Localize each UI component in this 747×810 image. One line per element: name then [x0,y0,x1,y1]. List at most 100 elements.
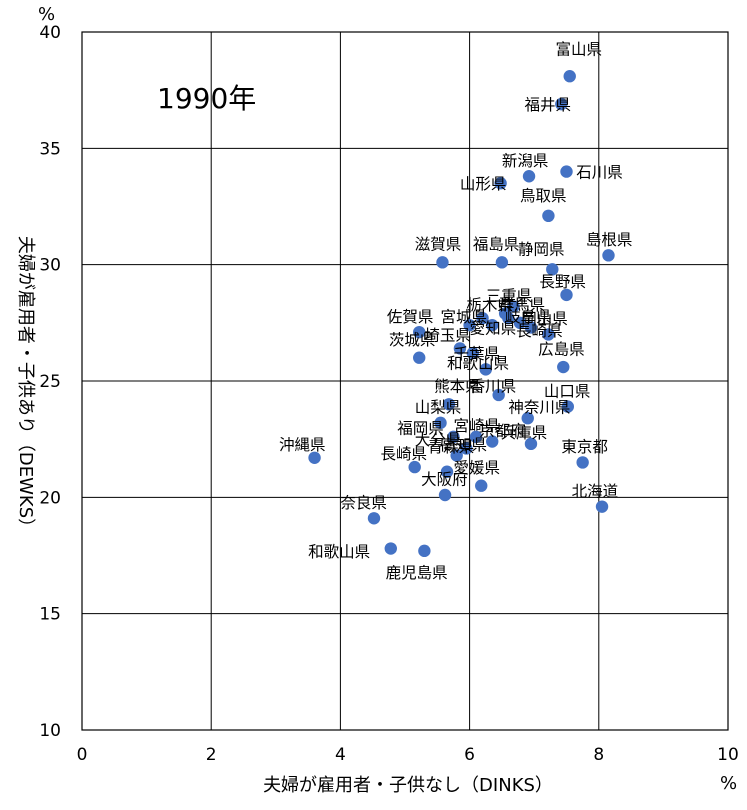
point-label: 愛知県 [470,319,517,337]
point-label: 沖縄県 [279,436,326,454]
data-point [442,398,456,411]
data-point [492,388,505,402]
data-point [436,256,449,269]
x-tick-label: 2 [206,745,217,765]
data-point [463,318,476,332]
data-point [560,288,573,302]
data-point [466,346,480,360]
data-point [555,97,568,111]
data-point [542,328,555,341]
y-axis-unit: % [38,4,55,25]
data-point [453,342,467,355]
point-label: 山口県 [544,382,591,400]
data-point [563,70,576,83]
point-label: 新潟県 [502,152,549,170]
y-tick-label: 30 [39,256,61,276]
data-point [576,456,589,469]
point-label: 青森県 [428,438,475,456]
point-label: 山梨県 [415,399,462,417]
x-tick-label: 8 [593,745,604,765]
x-tick-label: 10 [717,745,739,765]
y-tick-label: 35 [39,139,61,159]
data-point [413,325,426,339]
point-label: 高知県 [441,436,488,454]
data-point [418,544,431,558]
point-label: 埼玉県 [424,326,471,344]
y-tick-label: 15 [39,605,61,625]
data-point [595,500,609,513]
plot-frame [81,31,729,731]
data-point [475,479,488,492]
point-label: 茨城県 [389,331,436,349]
data-point [413,351,426,364]
data-point [502,311,515,325]
point-label: 北海道 [572,482,619,500]
point-label: 静岡県 [518,240,565,258]
data-point [495,256,509,269]
point-label: 岐阜県 [505,308,552,326]
data-point [522,170,536,183]
x-tick-label: 6 [464,745,475,765]
point-label: 東京都 [561,438,608,456]
point-label: 長崎県 [380,445,427,463]
data-point [507,300,520,313]
grid-lines [82,32,728,730]
data-point [486,318,499,332]
data-point [434,416,447,430]
y-tick-label: 20 [39,488,61,508]
y-tick-label: 25 [39,372,61,392]
data-point [602,249,615,262]
point-label: 熊本県 [434,378,481,396]
data-point [513,316,527,330]
data-point [546,263,559,276]
data-point [460,442,473,455]
data-point [524,437,538,451]
data-point [479,363,492,376]
point-label: 山形県 [460,175,507,193]
point-label: 岡山県 [521,310,568,328]
data-points [308,70,615,558]
point-label: 鳥取県 [520,187,567,205]
point-label: 福井県 [525,96,572,114]
data-point [308,451,321,464]
point-label: 神奈川県 [508,399,570,417]
point-label: 長崎県 [516,322,563,340]
data-point [438,488,452,502]
point-label: 千葉県 [453,345,500,363]
data-point [494,177,507,190]
point-label: 長野県 [539,273,586,291]
point-label: 大分県 [415,431,462,449]
point-label: 鹿児島県 [386,564,448,582]
point-label: 香川県 [470,378,517,396]
y-tick-label: 40 [39,23,61,43]
point-label: 群馬県 [499,296,546,314]
data-point [521,412,534,425]
data-point [476,311,489,325]
point-label: 大阪府 [421,471,468,489]
data-point [367,512,381,525]
point-label: 京都府 [479,422,526,440]
x-tick-label: 0 [77,745,88,765]
point-label: 三重県 [486,287,533,305]
data-point [440,465,454,478]
y-tick-label: 10 [39,721,61,741]
x-axis-unit: % [720,773,737,794]
point-label: 奈良県 [340,494,387,512]
data-point [560,165,573,178]
point-label: 島根県 [586,231,633,249]
point-label: 宮崎県 [453,417,500,435]
data-point [557,360,570,374]
data-point [561,400,574,413]
data-point [447,430,460,444]
data-point [542,209,555,223]
y-axis-label: 夫婦が雇用者・子供あり（DEWKS） [15,236,36,536]
point-label: 愛媛県 [453,459,500,477]
point-label: 富山県 [556,40,603,58]
point-label: 石川県 [576,164,623,182]
data-point [384,542,397,555]
data-point [469,430,483,444]
point-label: 福島県 [473,236,520,254]
data-point [486,435,499,448]
